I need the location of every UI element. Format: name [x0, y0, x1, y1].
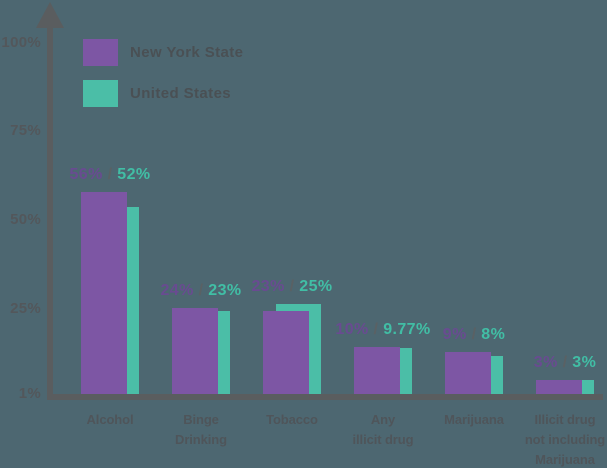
bar-new-york-state	[263, 311, 309, 394]
legend-label: United States	[130, 85, 232, 102]
value-new-york-state: 3%	[533, 353, 558, 371]
legend-label: New York State	[130, 44, 244, 61]
category-label: Marijuana	[444, 412, 504, 427]
bar-new-york-state	[172, 307, 218, 394]
value-label: 9% / 8%	[443, 326, 505, 344]
value-united-states: 3%	[572, 353, 597, 371]
y-axis-line	[47, 26, 53, 397]
category-label: Alcohol	[86, 412, 134, 427]
y-tick-label: 25%	[10, 299, 41, 317]
y-tick-label: 100%	[1, 33, 41, 51]
value-separator: /	[284, 278, 300, 295]
value-united-states: 9.77%	[383, 321, 431, 338]
y-axis-arrow-icon	[36, 2, 64, 28]
value-separator: /	[368, 321, 384, 338]
bar-new-york-state	[445, 351, 491, 394]
value-separator: /	[466, 325, 482, 343]
value-label: 56% / 52%	[69, 166, 150, 184]
value-united-states: 25%	[299, 278, 333, 295]
value-new-york-state: 23%	[251, 278, 285, 295]
value-separator: /	[557, 353, 573, 371]
legend-swatch-united-states	[83, 80, 118, 107]
bar-new-york-state	[536, 379, 582, 394]
value-label: 3% / 3%	[534, 354, 596, 372]
y-tick-label: 75%	[10, 122, 41, 140]
bar-new-york-state	[354, 347, 400, 394]
value-new-york-state: 56%	[69, 166, 103, 184]
value-united-states: 23%	[208, 281, 242, 299]
legend-swatch-new-york-state	[83, 39, 118, 66]
category-label: Illicit drug not including Marijuana	[524, 412, 606, 467]
y-tick-label: 50%	[10, 211, 41, 229]
value-label: 23% / 25%	[251, 278, 332, 296]
value-label: 24% / 23%	[160, 282, 241, 300]
y-tick-label: 1%	[18, 385, 41, 402]
value-new-york-state: 24%	[160, 281, 194, 299]
value-united-states: 52%	[117, 166, 151, 184]
value-separator: /	[102, 166, 118, 184]
value-label: 10% / 9.77%	[335, 321, 430, 339]
bar-new-york-state	[81, 192, 127, 394]
value-new-york-state: 9%	[442, 325, 467, 343]
category-label: Tobacco	[266, 412, 318, 427]
value-separator: /	[193, 281, 209, 299]
value-united-states: 8%	[481, 325, 506, 343]
category-label: Any illicit drug	[352, 412, 414, 447]
category-label: Binge Drinking	[175, 412, 227, 447]
x-axis-line	[47, 394, 603, 400]
value-new-york-state: 10%	[335, 321, 369, 338]
